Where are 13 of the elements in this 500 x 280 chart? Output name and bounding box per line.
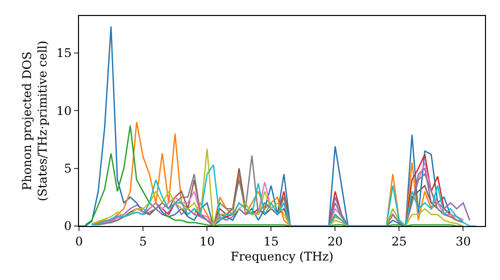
x-axis-title: Frequency (THz): [230, 249, 334, 264]
y-tick-label: 0: [64, 219, 72, 234]
x-tick-label: 15: [263, 234, 279, 248]
y-tick-label: 10: [56, 104, 72, 118]
x-tick-label: 0: [75, 234, 83, 248]
x-tick-label: 20: [328, 234, 343, 248]
x-tick-label: 5: [139, 234, 147, 248]
x-tick-label: 25: [392, 234, 407, 248]
y-axis-title: Phonon projected DOS (States/THz·primitive cell): [20, 40, 50, 202]
y-tick-label: 15: [56, 46, 72, 60]
x-tick-label: 30: [456, 234, 471, 248]
y-tick-label: 5: [64, 162, 72, 176]
x-tick-label: 10: [199, 234, 215, 248]
